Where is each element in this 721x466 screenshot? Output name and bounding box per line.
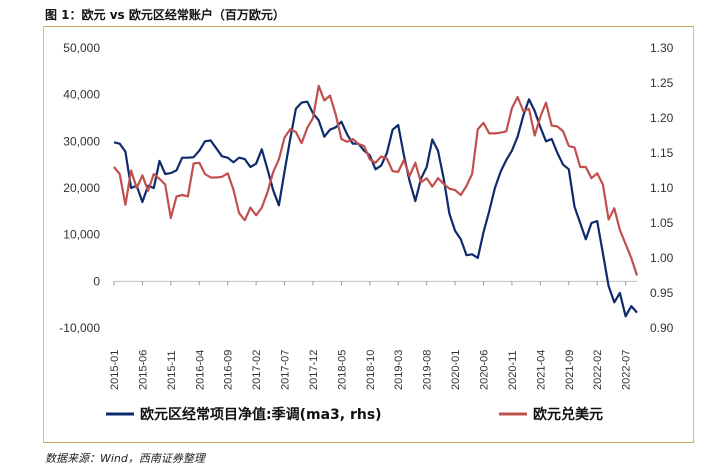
y-left-tick-label: 50,000 bbox=[63, 41, 100, 55]
y-left-tick-label: 40,000 bbox=[63, 88, 100, 102]
y-right-tick-label: 1.05 bbox=[650, 216, 674, 230]
y-left-tick-label: 20,000 bbox=[63, 181, 100, 195]
source-note: 数据来源：Wind，西南证券整理 bbox=[45, 452, 205, 465]
y-left-tick-label: 10,000 bbox=[63, 228, 100, 242]
x-tick-label: 2022-07 bbox=[621, 350, 633, 390]
series-line-current-account bbox=[113, 98, 638, 318]
x-tick-label: 2017-02 bbox=[251, 350, 263, 390]
y-right-tick-label: 0.95 bbox=[650, 286, 674, 300]
y-right-tick-label: 1.10 bbox=[650, 181, 674, 195]
x-tick-label: 2020-06 bbox=[479, 350, 491, 390]
y-right-tick-label: 1.15 bbox=[650, 146, 674, 160]
x-tick-label: 2015-01 bbox=[109, 350, 121, 390]
x-tick-label: 2015-11 bbox=[166, 350, 178, 390]
legend-label: 欧元兑美元 bbox=[533, 406, 603, 423]
x-tick-label: 2022-02 bbox=[592, 350, 604, 390]
x-tick-label: 2018-05 bbox=[336, 350, 348, 390]
y-right-tick-label: 1.00 bbox=[650, 251, 674, 265]
bottom-rule bbox=[43, 442, 694, 443]
x-tick-label: 2016-09 bbox=[223, 350, 235, 390]
x-tick-label: 2016-04 bbox=[194, 350, 206, 390]
x-tick-label: 2020-01 bbox=[450, 350, 462, 390]
chart-frame bbox=[43, 26, 694, 442]
x-tick-label: 2020-11 bbox=[507, 350, 519, 390]
x-tick-label: 2019-03 bbox=[393, 350, 405, 390]
y-left-tick-label: 30,000 bbox=[63, 134, 100, 148]
y-right-tick-label: 1.25 bbox=[650, 76, 674, 90]
x-tick-label: 2021-04 bbox=[535, 350, 547, 390]
x-tick-label: 2018-10 bbox=[365, 350, 377, 390]
x-tick-label: 2015-06 bbox=[137, 350, 149, 390]
y-left-tick-label: -10,000 bbox=[59, 321, 100, 335]
x-tick-label: 2019-08 bbox=[422, 350, 434, 390]
chart-title: 图 1：欧元 vs 欧元区经常账户（百万欧元） bbox=[45, 8, 285, 22]
top-rule bbox=[43, 26, 694, 27]
y-right-tick-label: 1.20 bbox=[650, 111, 674, 125]
y-right-tick-label: 0.90 bbox=[650, 321, 674, 335]
legend-label: 欧元区经常项目净值:季调(ma3, rhs) bbox=[140, 406, 382, 423]
series-line-eurusd bbox=[113, 84, 639, 276]
y-left-tick-label: 0 bbox=[93, 274, 100, 288]
y-right-tick-label: 1.30 bbox=[650, 41, 674, 55]
x-tick-label: 2017-07 bbox=[280, 350, 292, 390]
x-tick-label: 2021-09 bbox=[564, 350, 576, 390]
x-tick-label: 2017-12 bbox=[308, 350, 320, 390]
